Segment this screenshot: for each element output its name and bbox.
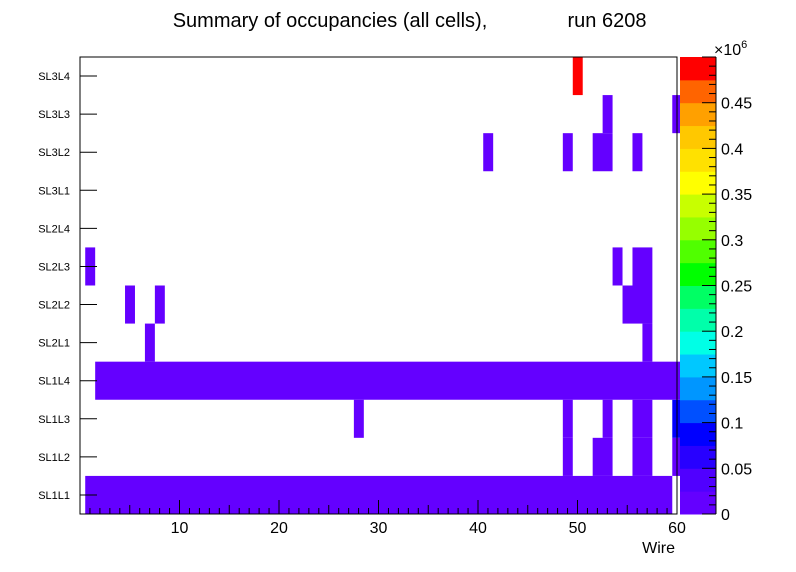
heatmap-cell — [562, 437, 573, 476]
y-tick-label: SL3L1 — [38, 185, 70, 197]
y-tick-label: SL1L2 — [38, 452, 70, 464]
colorbar-segment — [680, 148, 716, 172]
x-axis: 10 20 30 40 50 60 — [79, 500, 686, 537]
colorbar-segment — [680, 422, 716, 446]
heatmap-cell — [592, 437, 613, 476]
y-tick-label: SL3L3 — [38, 109, 70, 121]
heatmap-cell — [612, 247, 623, 286]
colorbar-tick-label: 0.05 — [721, 461, 752, 478]
x-tick-label: 40 — [469, 520, 487, 537]
colorbar-segment — [680, 376, 716, 401]
y-tick-label: SL2L1 — [38, 338, 70, 350]
colorbar-exponent: ×106 — [714, 39, 747, 59]
heatmap-cell — [602, 399, 613, 438]
colorbar-segment — [680, 308, 716, 332]
colorbar-tick-label: 0 — [721, 507, 730, 524]
colorbar-segment — [680, 399, 716, 424]
heatmap-cell — [353, 399, 364, 438]
y-tick-label: SL1L1 — [38, 490, 70, 502]
heatmap-cell — [592, 133, 613, 172]
colorbar-segment — [680, 354, 716, 378]
heatmap-cells — [85, 57, 683, 514]
heatmap-cell — [562, 133, 573, 172]
heatmap-cell — [602, 95, 613, 134]
colorbar: 0 0.05 0.1 0.15 0.2 0.25 0.3 0.35 0.4 0.45 — [680, 56, 752, 524]
heatmap-cell — [154, 285, 165, 324]
x-tick-label: 10 — [171, 520, 189, 537]
colorbar-segment — [680, 57, 716, 81]
x-tick-label: 50 — [569, 520, 587, 537]
colorbar-segment — [680, 262, 716, 286]
colorbar-tick-label: 0.3 — [721, 233, 743, 250]
heatmap-cell — [95, 361, 683, 400]
y-tick-label: SL2L2 — [38, 300, 70, 312]
y-tick-label: SL2L4 — [38, 223, 70, 235]
colorbar-segment — [680, 125, 716, 149]
heatmap-cell — [562, 399, 573, 438]
y-tick-label: SL1L3 — [38, 414, 70, 426]
colorbar-tick-label: 0.45 — [721, 96, 752, 113]
colorbar-segment — [680, 331, 716, 355]
colorbar-segment — [680, 468, 716, 492]
x-axis-label: Wire — [642, 540, 675, 557]
colorbar-tick-label: 0.4 — [721, 141, 743, 158]
colorbar-segment — [680, 171, 716, 195]
chart-title-run: run 6208 — [568, 10, 647, 32]
colorbar-segment — [680, 491, 716, 515]
heatmap-cell — [622, 285, 653, 324]
colorbar-tick-label: 0.15 — [721, 370, 752, 387]
heatmap-cell — [144, 323, 155, 362]
heatmap-cell — [125, 285, 135, 324]
x-tick-label: 30 — [370, 520, 388, 537]
y-tick-label: SL3L4 — [38, 71, 70, 83]
colorbar-segment — [680, 239, 716, 264]
colorbar-segment — [680, 445, 716, 469]
heatmap-cell — [632, 437, 653, 476]
y-tick-label: SL3L2 — [38, 147, 70, 159]
colorbar-segment — [680, 216, 716, 241]
y-tick-label: SL2L3 — [38, 261, 70, 273]
x-tick-label: 20 — [270, 520, 288, 537]
x-tick-label: 60 — [668, 520, 686, 537]
heatmap-cell — [642, 323, 653, 362]
heatmap-cell — [572, 57, 583, 96]
heatmap-cell — [632, 399, 653, 438]
colorbar-tick-label: 0.35 — [721, 187, 752, 204]
chart-title-main: Summary of occupancies (all cells), — [173, 10, 488, 32]
heatmap-cell — [632, 133, 643, 172]
colorbar-segment — [680, 285, 716, 309]
colorbar-tick-label: 0.1 — [721, 416, 743, 433]
heatmap-cell — [483, 133, 494, 172]
colorbar-tick-label: 0.25 — [721, 279, 752, 296]
y-tick-label: SL1L4 — [38, 376, 70, 388]
colorbar-segment — [680, 79, 716, 104]
colorbar-segment — [680, 102, 716, 127]
heatmap-cell — [632, 247, 653, 286]
y-axis: SL1L1 SL1L2 SL1L3 SL1L4 SL2L1 SL2L2 SL2L3 SL2L4… — [38, 71, 97, 502]
colorbar-segment — [680, 194, 716, 218]
colorbar-tick-label: 0.2 — [721, 324, 743, 341]
